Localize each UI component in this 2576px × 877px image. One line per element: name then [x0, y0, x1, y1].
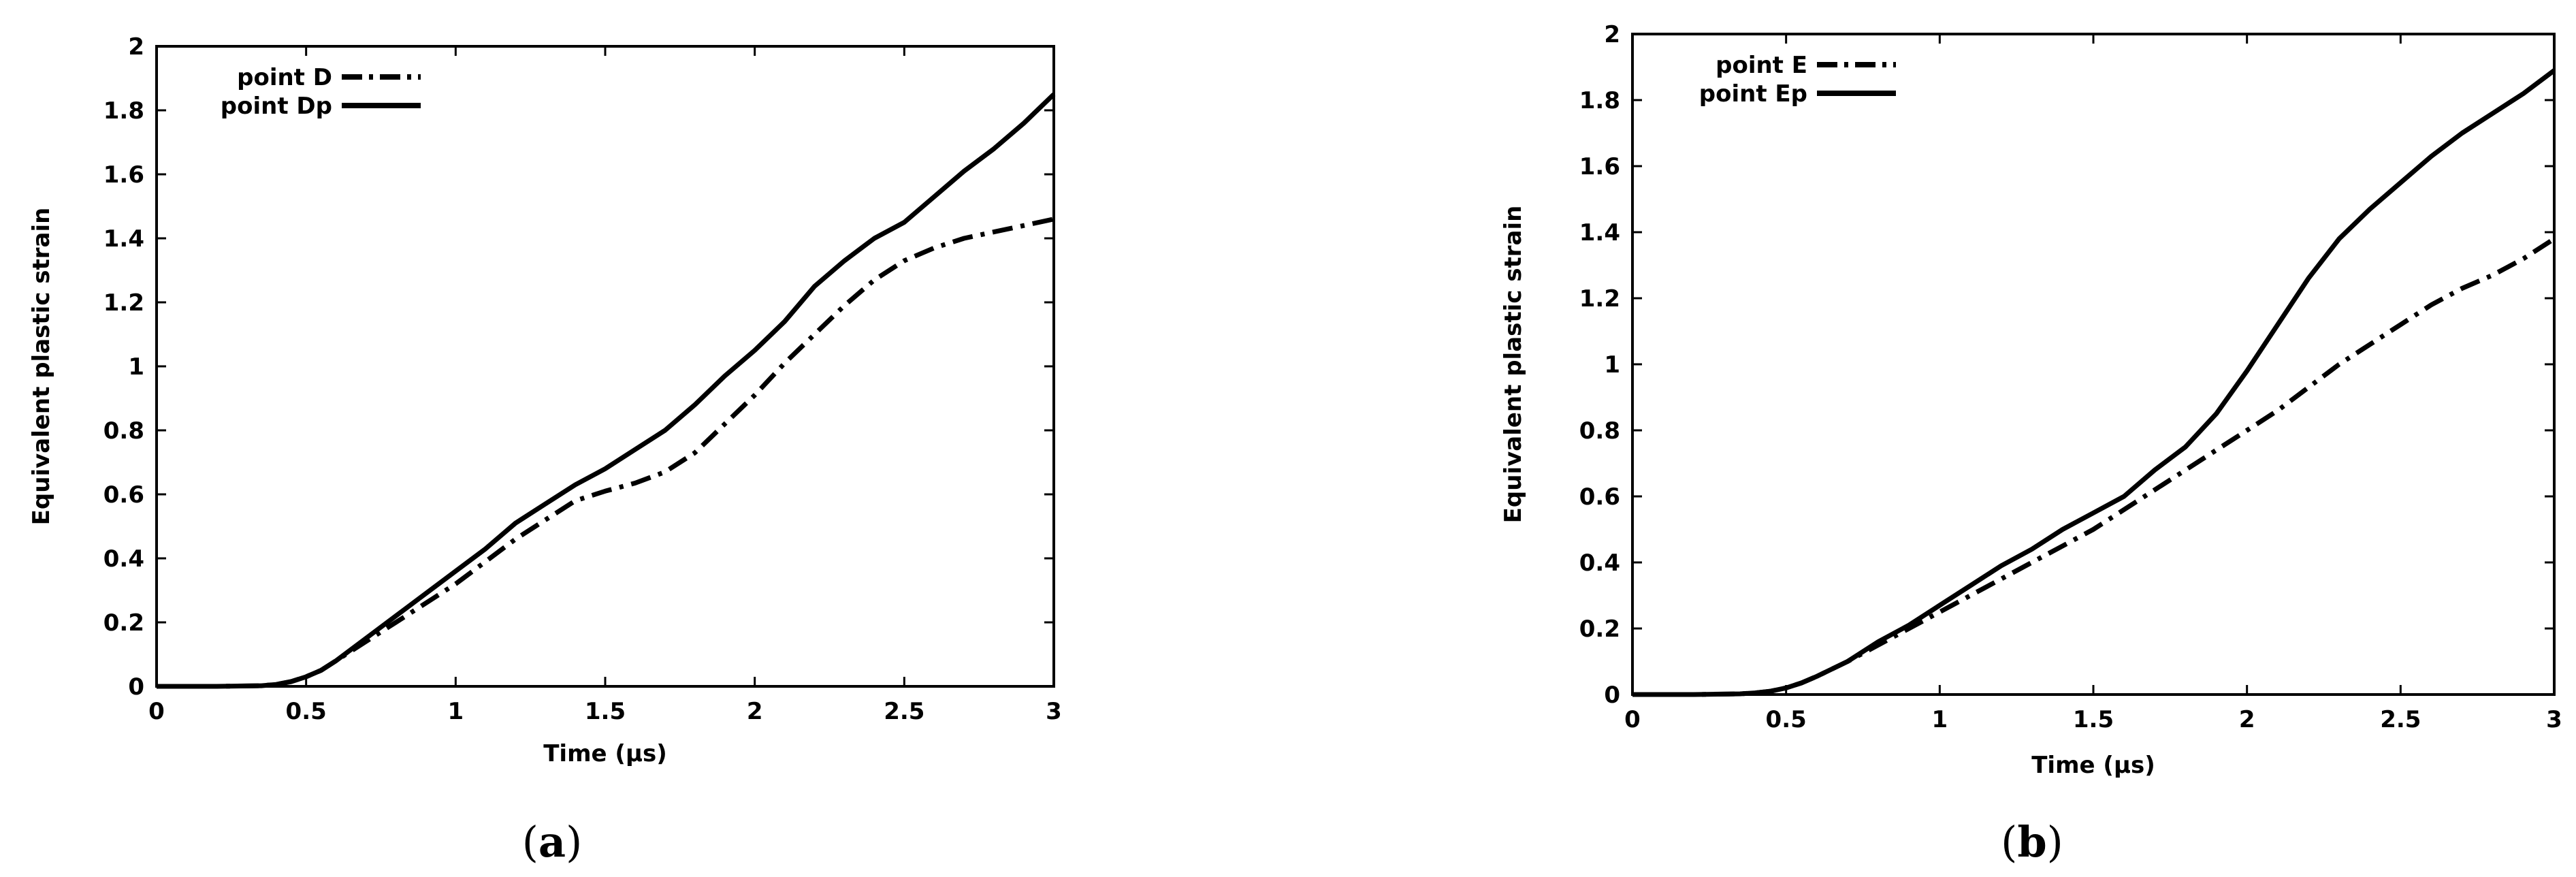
- y-tick-label: 0.8: [103, 417, 144, 445]
- y-tick-label: 1.2: [103, 289, 144, 317]
- x-tick-label: 0.5: [1766, 706, 1807, 733]
- series-line-1: [1632, 236, 2556, 697]
- y-tick-label: 1.4: [1579, 219, 1620, 246]
- y-axis-label: Equivalent plastic strain: [28, 208, 55, 526]
- y-axis-label: Equivalent plastic strain: [1500, 206, 1527, 524]
- x-tick-label: 0: [148, 698, 165, 725]
- chart-panel-b: 0 0.5 1 1.5 2 2.5 3 0 0.2 0.4 0.6 0.8 1 1.2 1.4 1.6 1.8…: [1500, 21, 2562, 867]
- y-tick-label: 1.2: [1579, 285, 1620, 313]
- x-tick-label: 2: [747, 698, 763, 725]
- x-tick-label: 3: [2546, 706, 2562, 733]
- x-tick-label: 0.5: [286, 698, 327, 725]
- y-tick-label: 1.6: [103, 161, 144, 189]
- legend: point E point Ep: [1699, 52, 1896, 108]
- x-axis-label: Time (µs): [2031, 752, 2155, 779]
- x-tick-label: 0: [1624, 706, 1641, 733]
- panel-caption: (b): [2001, 817, 2063, 867]
- y-tick-label: 0: [128, 673, 144, 701]
- x-tick-label: 2.5: [884, 698, 924, 725]
- x-tick-label: 2.5: [2380, 706, 2421, 733]
- x-tick-label: 1.5: [2073, 706, 2114, 733]
- legend-label-series-2: point Dp: [221, 93, 332, 120]
- y-tick-label: 2: [128, 33, 144, 61]
- y-tick-label: 0.6: [1579, 483, 1620, 511]
- y-tick-label: 1: [1604, 351, 1620, 379]
- y-tick-label: 1.8: [1579, 87, 1620, 114]
- chart-panel-a: 0 0.5 1 1.5 2 2.5 3 0 0.2 0.4 0.6 0.8 1 1.2 1.4 1.6 1.8…: [28, 33, 1062, 867]
- y-axis-ticks: 0 0.2 0.4 0.6 0.8 1 1.2 1.4 1.6 1.8 2: [1579, 21, 2554, 709]
- plot-frame: [155, 45, 1055, 688]
- y-tick-label: 1.6: [1579, 153, 1620, 180]
- x-tick-label: 2: [2239, 706, 2255, 733]
- y-tick-label: 0.8: [1579, 417, 1620, 445]
- x-tick-label: 1: [447, 698, 464, 725]
- y-axis-ticks: 0 0.2 0.4 0.6 0.8 1 1.2 1.4 1.6 1.8 2: [103, 33, 1054, 701]
- y-tick-label: 0.4: [1579, 549, 1620, 577]
- x-axis-ticks: 0 0.5 1 1.5 2 2.5 3: [148, 46, 1062, 725]
- x-tick-label: 1: [1931, 706, 1948, 733]
- x-axis-label: Time (µs): [543, 740, 667, 767]
- x-tick-label: 1.5: [585, 698, 626, 725]
- y-tick-label: 1: [128, 353, 144, 381]
- y-tick-label: 2: [1604, 21, 1620, 48]
- plot-frame: [1631, 33, 2556, 696]
- series-line-2: [157, 92, 1056, 689]
- x-tick-label: 3: [1046, 698, 1062, 725]
- x-axis-ticks: 0 0.5 1 1.5 2 2.5 3: [1624, 34, 2562, 733]
- panel-caption: (a): [522, 817, 583, 867]
- legend-label-series-1: point E: [1716, 52, 1807, 79]
- legend-label-series-1: point D: [237, 64, 332, 91]
- y-tick-label: 1.8: [103, 97, 144, 125]
- y-tick-label: 0.2: [1579, 616, 1620, 643]
- y-tick-label: 0.4: [103, 545, 144, 573]
- legend-label-series-2: point Ep: [1699, 80, 1807, 108]
- series-layer: [1632, 68, 2556, 697]
- y-tick-label: 0: [1604, 682, 1620, 709]
- y-tick-label: 1.4: [103, 225, 144, 253]
- y-tick-label: 0.6: [103, 481, 144, 509]
- legend: point D point Dp: [221, 64, 421, 120]
- series-layer: [157, 92, 1056, 689]
- y-tick-label: 0.2: [103, 609, 144, 637]
- series-line-1: [157, 217, 1054, 689]
- series-line-2: [1632, 68, 2556, 697]
